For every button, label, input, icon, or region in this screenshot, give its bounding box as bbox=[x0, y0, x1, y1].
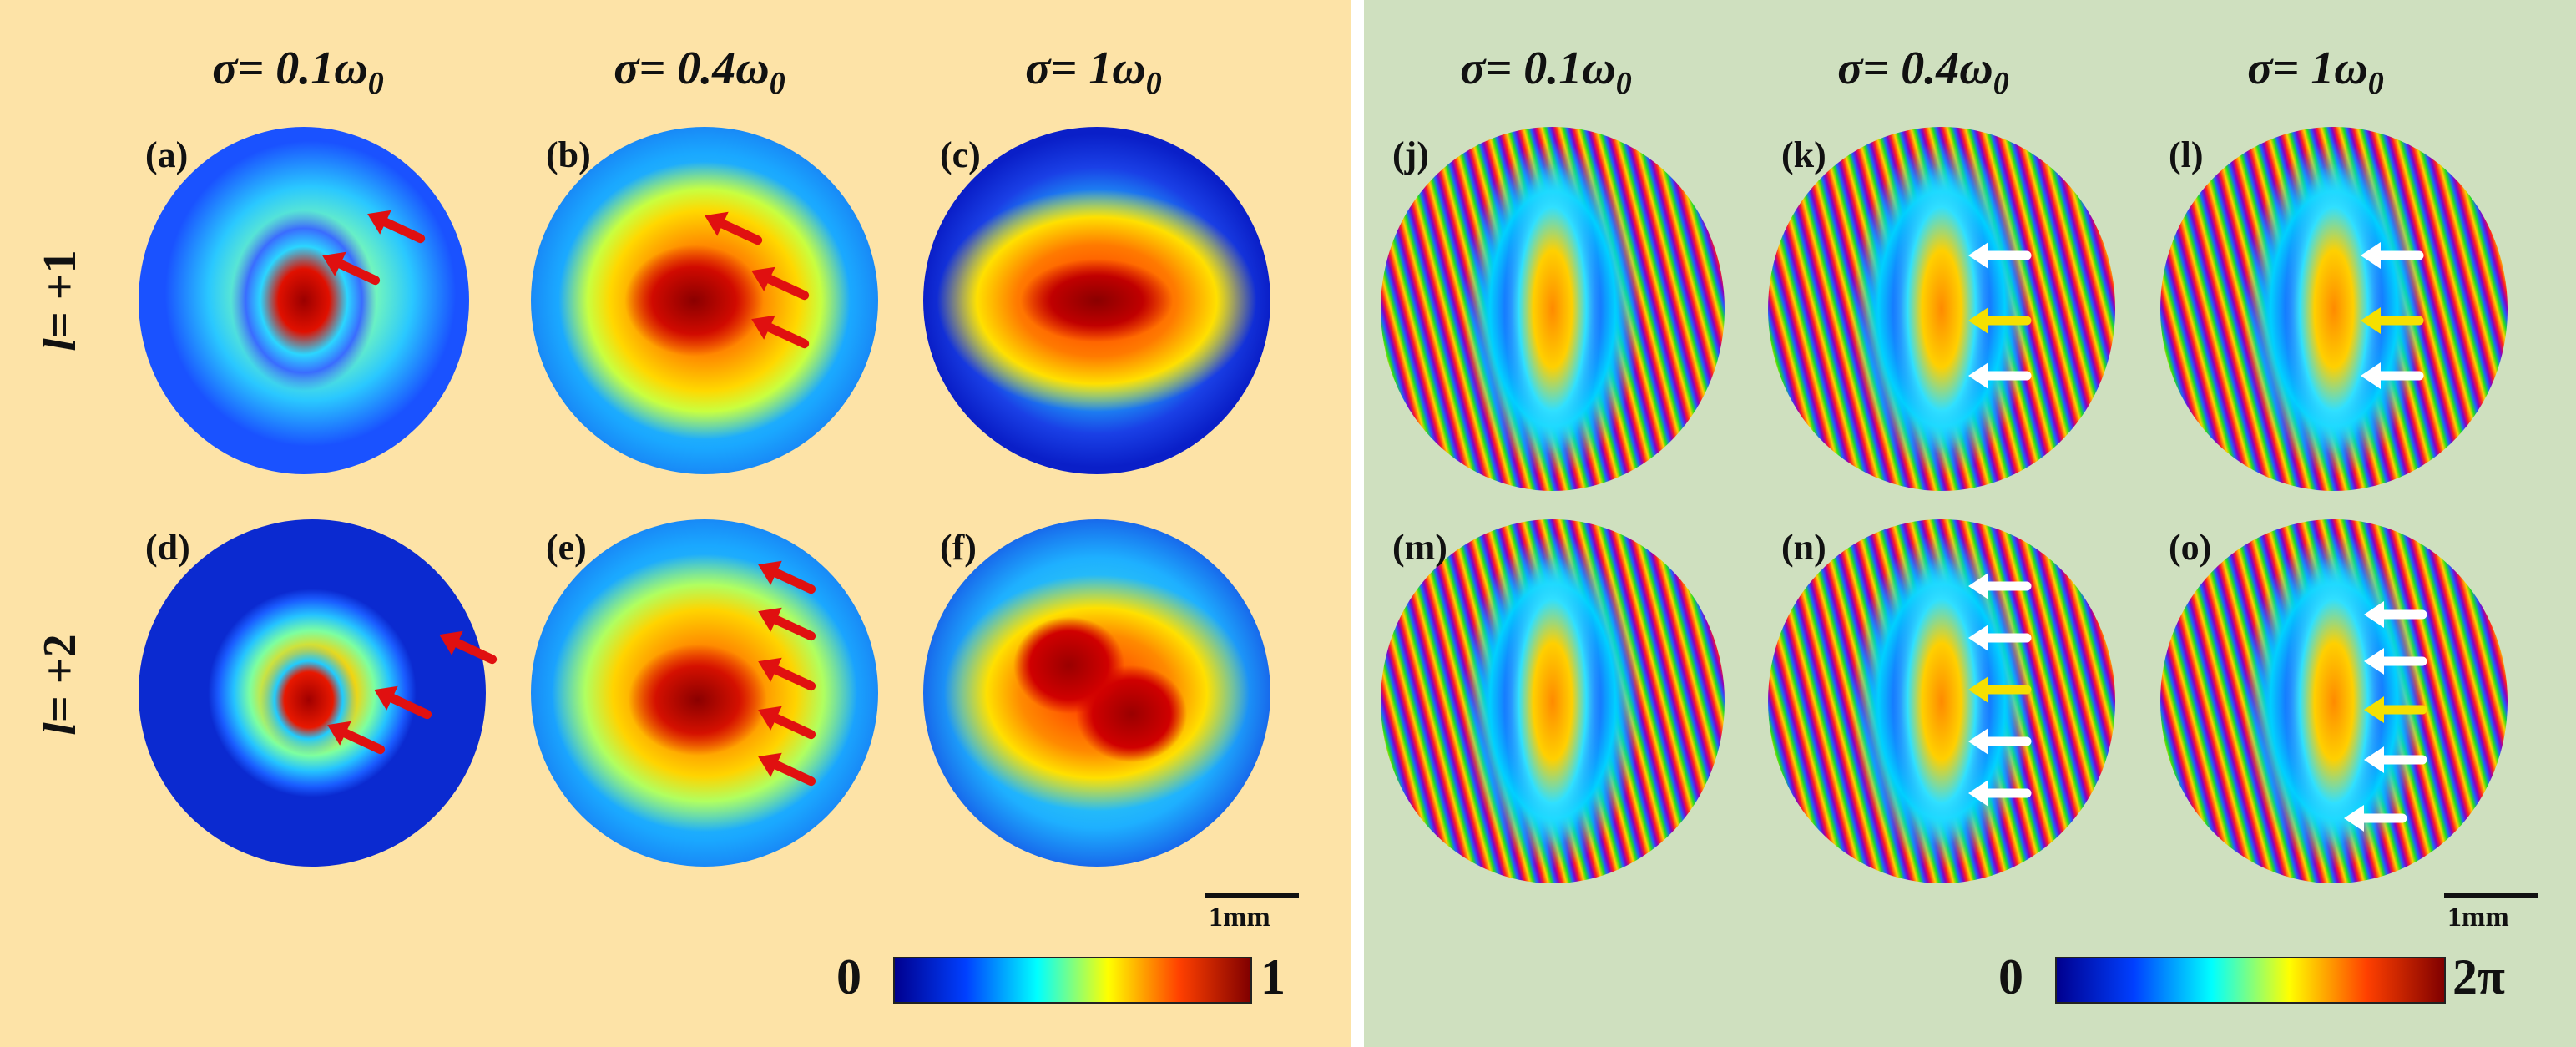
phase-colorbar bbox=[2055, 957, 2446, 1004]
column-header-k: σ= 0.4ω0 bbox=[1837, 43, 2009, 102]
panel-label-l: (l) bbox=[2169, 134, 2204, 175]
intensity-figure-panel: σ= 0.1ω0 σ= 0.4ω0 σ= 1ω0 l= +1 l= +2 (a)… bbox=[0, 0, 1351, 1047]
intensity-map-b bbox=[531, 127, 878, 474]
panel-label-c: (c) bbox=[940, 134, 981, 175]
column-header-c: σ= 1ω0 bbox=[1025, 43, 1162, 102]
colorbar-min-label: 0 bbox=[1998, 949, 2023, 1004]
phase-map-l bbox=[2160, 127, 2508, 491]
panel-label-d: (d) bbox=[145, 527, 190, 568]
colorbar-max-label: 1 bbox=[1260, 949, 1285, 1004]
row-label-l2: l= +2 bbox=[34, 634, 86, 736]
scale-bar-label: 1mm bbox=[1209, 902, 1270, 933]
panel-label-j: (j) bbox=[1392, 134, 1429, 175]
intensity-map-a bbox=[139, 127, 469, 474]
panel-label-b: (b) bbox=[546, 134, 591, 175]
panel-label-f: (f) bbox=[940, 527, 977, 568]
panel-label-a: (a) bbox=[145, 134, 189, 175]
intensity-colorbar bbox=[893, 957, 1252, 1004]
phase-figure-panel: σ= 0.1ω0 σ= 0.4ω0 σ= 1ω0 (j) (k) (l) (m)… bbox=[1364, 0, 2576, 1047]
column-header-l: σ= 1ω0 bbox=[2247, 43, 2384, 102]
phase-map-k bbox=[1768, 127, 2115, 491]
intensity-map-c bbox=[923, 127, 1270, 474]
panel-label-o: (o) bbox=[2169, 527, 2212, 568]
row-label-l1: l= +1 bbox=[34, 250, 86, 352]
scale-bar bbox=[2444, 893, 2538, 898]
phase-map-m bbox=[1381, 519, 1725, 883]
intensity-map-e bbox=[531, 519, 878, 867]
panel-label-m: (m) bbox=[1392, 527, 1447, 568]
phase-map-j bbox=[1381, 127, 1725, 491]
colorbar-min-label: 0 bbox=[836, 949, 861, 1004]
scale-bar-label: 1mm bbox=[2447, 902, 2509, 933]
panel-label-k: (k) bbox=[1781, 134, 1826, 175]
panel-label-n: (n) bbox=[1781, 527, 1826, 568]
column-header-b: σ= 0.4ω0 bbox=[614, 43, 785, 102]
phase-map-o bbox=[2160, 519, 2508, 883]
scale-bar bbox=[1205, 893, 1299, 898]
column-header-j: σ= 0.1ω0 bbox=[1460, 43, 1632, 102]
colorbar-max-label: 2π bbox=[2452, 949, 2505, 1004]
column-header-a: σ= 0.1ω0 bbox=[212, 43, 384, 102]
panel-label-e: (e) bbox=[546, 527, 587, 568]
phase-map-n bbox=[1768, 519, 2115, 883]
intensity-map-d bbox=[139, 519, 486, 867]
intensity-map-f bbox=[923, 519, 1270, 867]
